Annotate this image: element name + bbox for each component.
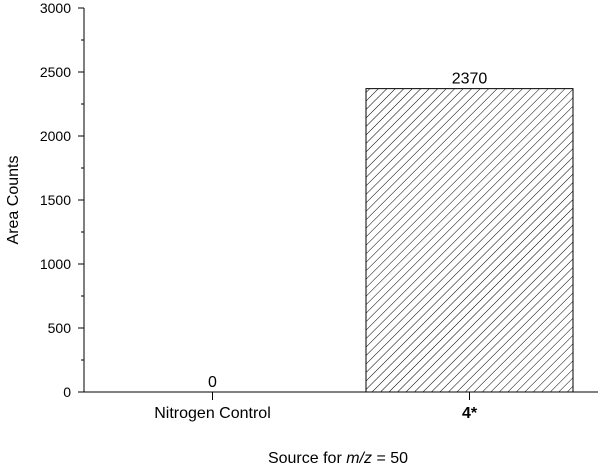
x-axis-title-prefix: Source for xyxy=(268,450,346,467)
y-tick-label: 3000 xyxy=(40,0,71,16)
x-axis-title: Source for m/z = 50 xyxy=(268,450,408,467)
bars: 0 2370 xyxy=(208,71,574,393)
x-axis-title-suffix: = 50 xyxy=(372,450,408,467)
x-axis-title-italic: m/z xyxy=(346,450,372,467)
bar xyxy=(365,88,574,393)
y-tick-label: 1000 xyxy=(40,256,71,272)
y-axis-ticks: 0 500 1000 1500 2000 2500 3000 xyxy=(40,0,84,400)
y-axis-title: Area Counts xyxy=(5,156,22,245)
x-axis-ticks: Nitrogen Control 4* xyxy=(154,392,478,422)
data-label: 2370 xyxy=(452,71,488,88)
x-tick-label: 4* xyxy=(462,405,478,422)
y-tick-label: 0 xyxy=(63,384,71,400)
x-tick-label: Nitrogen Control xyxy=(154,405,271,422)
y-tick-label: 2000 xyxy=(40,128,71,144)
y-tick-label: 1500 xyxy=(40,192,71,208)
y-tick-label: 2500 xyxy=(40,64,71,80)
y-tick-label: 500 xyxy=(48,320,72,336)
data-label: 0 xyxy=(208,374,217,391)
